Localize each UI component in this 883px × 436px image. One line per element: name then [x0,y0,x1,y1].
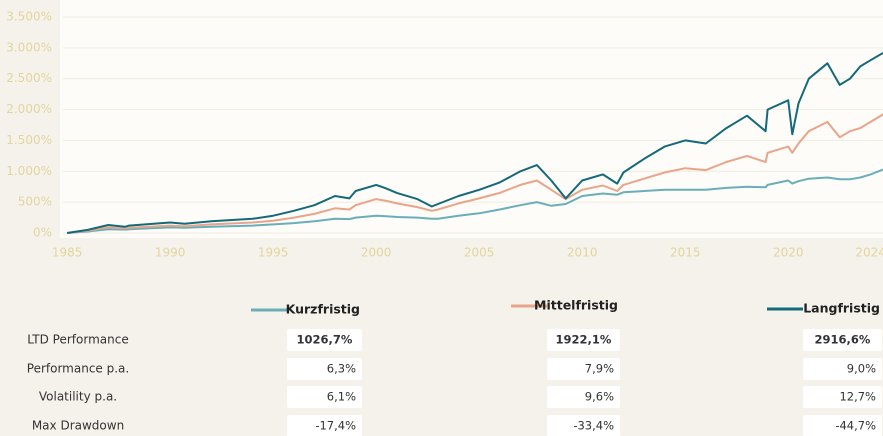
value-cell [287,358,362,380]
x-tick-label: 2005 [464,246,495,260]
row-label: Volatility p.a. [39,390,117,404]
value-text: 12,7% [839,390,876,404]
value-cell [547,358,620,380]
plot-background [60,0,883,238]
x-tick-label: 2015 [670,246,701,260]
legend-label: Kurzfristig [286,302,360,317]
series-line [66,52,883,234]
y-tick-label: 0% [33,226,52,240]
row-label: Max Drawdown [32,419,124,433]
value-text: 1026,7% [297,333,353,347]
x-tick-label: 1995 [258,246,289,260]
value-cell [803,358,882,380]
y-tick-label: 2.500% [6,71,52,85]
value-text: 2916,6% [815,333,871,347]
value-text: 6,1% [327,390,356,404]
value-cell [287,386,362,408]
value-cell [547,415,620,436]
value-text: 6,3% [327,362,356,376]
value-text: -33,4% [573,419,614,433]
x-tick-label: 2020 [773,246,804,260]
x-tick-label: 2010 [567,246,598,260]
x-tick-label: 2000 [361,246,392,260]
value-cell [803,415,882,436]
y-tick-label: 500% [18,195,52,209]
y-tick-label: 3.000% [6,40,52,54]
value-text: 9,6% [585,390,614,404]
value-cell [547,329,620,351]
value-text: 9,0% [847,362,876,376]
series-line [67,168,883,234]
y-tick-label: 1.500% [6,133,52,147]
value-cell [547,386,620,408]
value-text: 1922,1% [556,333,612,347]
y-tick-label: 3.500% [6,10,52,24]
row-label: Performance p.a. [27,362,129,376]
value-cell [803,386,882,408]
value-cell [287,415,362,436]
value-text: -17,4% [315,419,356,433]
x-tick-label: 1985 [52,246,83,260]
x-tick-label: 2024 [855,246,883,260]
x-tick-label: 1990 [155,246,186,260]
series-line [66,113,883,234]
y-tick-label: 1.000% [6,164,52,178]
row-label: LTD Performance [27,333,128,347]
y-tick-label: 2.000% [6,102,52,116]
value-text: 7,9% [585,362,614,376]
value-cell [803,329,882,351]
legend-label: Mittelfristig [534,298,618,313]
value-text: -44,7% [835,419,876,433]
value-cell [287,329,362,351]
legend-label: Langfristig [803,301,880,316]
